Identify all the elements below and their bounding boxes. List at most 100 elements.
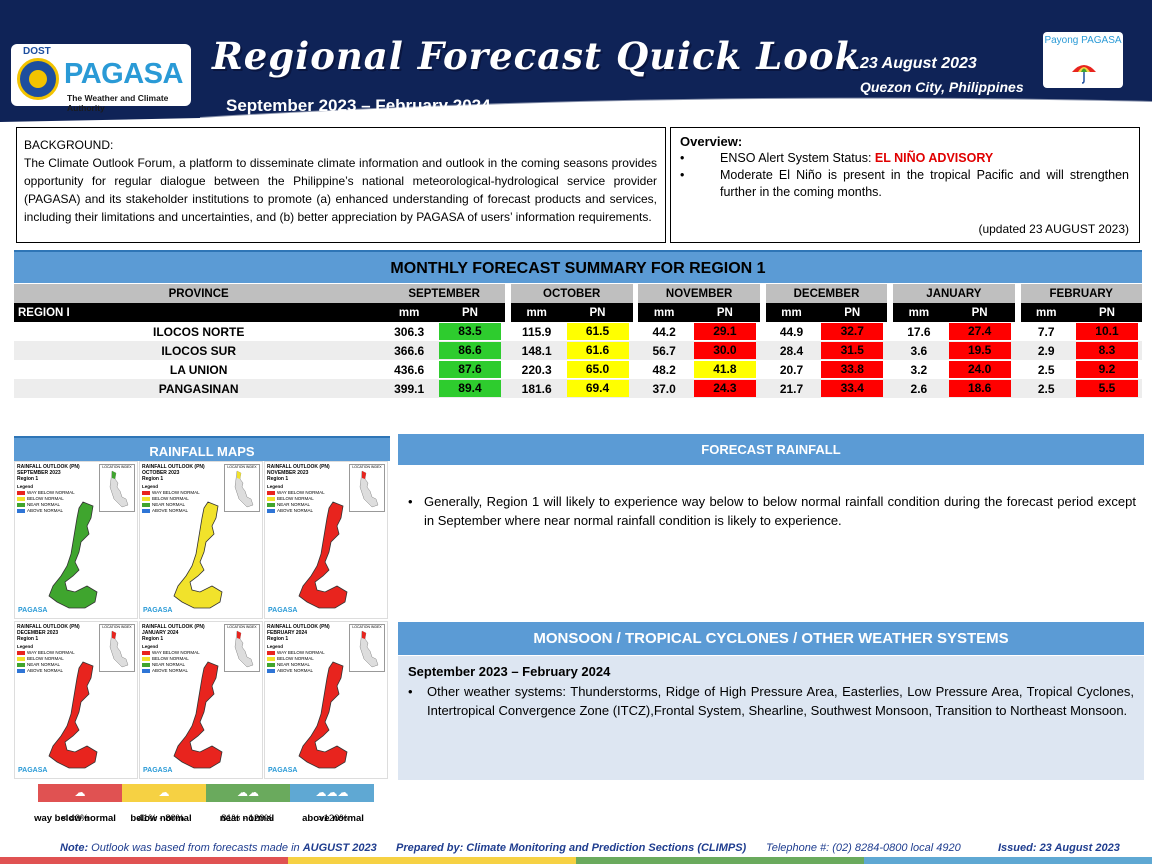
map-pagasa-logo: PAGASA	[18, 607, 48, 614]
percent-normal-value: 86.6	[438, 342, 501, 359]
map-region: Region 1	[17, 476, 39, 482]
location-index-map: LOCATION INDEX	[349, 464, 385, 512]
percent-normal-cell: 33.4	[817, 379, 888, 398]
page-title: Regional Forecast Quick Look	[212, 34, 862, 78]
percent-normal-cell: 5.5	[1071, 379, 1142, 398]
unit-mm-header: mm	[510, 303, 563, 322]
stripe-segment	[288, 857, 576, 864]
rainfall-mm-cell: 3.2	[910, 362, 928, 377]
location-index-label: LOCATION INDEX	[352, 465, 382, 469]
unit-pn-header: PN	[817, 303, 888, 322]
footer-note-label: Note:	[60, 842, 89, 854]
map-legend: Legend WAY BELOW NORMAL BELOW NORMAL NEAR N…	[142, 484, 200, 514]
forecast-rainfall-text: • Generally, Region 1 will likely to exp…	[408, 492, 1136, 530]
percent-normal-cell: 33.8	[817, 360, 887, 379]
map-region: Region 1	[267, 636, 289, 642]
stripe-segment	[0, 857, 288, 864]
percent-normal-value: 8.3	[1075, 342, 1138, 359]
province-name: ILOCOS NORTE	[152, 324, 245, 339]
legend-item-label: NEAR NORMAL	[27, 502, 61, 507]
stripe-segment	[576, 857, 864, 864]
forecast-rainfall-title: FORECAST RAINFALL	[398, 434, 1144, 465]
percent-normal-value: 33.4	[821, 380, 884, 397]
map-title-text: RAINFALL OUTLOOK (PN)	[17, 464, 80, 470]
region-1-map-shape	[173, 501, 223, 609]
rainfall-map: RAINFALL OUTLOOK (PN) NOVEMBER 2023 Regi…	[264, 461, 388, 619]
rainfall-mm-cell: 28.4	[765, 341, 818, 360]
map-title: RAINFALL OUTLOOK (PN) FEBRUARY 2024 Regi…	[267, 624, 330, 642]
map-month: FEBRUARY 2024	[267, 630, 308, 636]
percent-normal-value: 19.5	[948, 342, 1011, 359]
footer-note: Note: Outlook was based from forecasts m…	[60, 842, 377, 854]
background-text: The Climate Outlook Forum, a platform to…	[24, 156, 657, 224]
percent-normal-cell: 18.6	[944, 379, 1015, 398]
percent-normal-value: 27.4	[948, 323, 1011, 340]
map-pagasa-logo: PAGASA	[268, 607, 298, 614]
map-month: JANUARY 2024	[142, 630, 179, 636]
unit-mm-header: mm	[638, 303, 690, 322]
pagasa-logo: DOST PAGASA The Weather and Climate Auth…	[11, 44, 191, 113]
rain-cloud-icon: ☁	[122, 784, 206, 802]
monsoon-title: MONSOON / TROPICAL CYCLONES / OTHER WEAT…	[398, 622, 1144, 655]
footer-telephone: Telephone #: (02) 8284-0800 local 4920	[766, 842, 961, 854]
percent-normal-value: 61.5	[566, 323, 629, 340]
rainfall-mm-cell: 3.6	[893, 341, 945, 360]
forecast-rainfall-content: Generally, Region 1 will likely to exper…	[424, 494, 1136, 528]
location-index-map: LOCATION INDEX	[224, 624, 260, 672]
map-title-text: RAINFALL OUTLOOK (PN)	[17, 624, 80, 630]
percent-normal-value: 65.0	[566, 361, 629, 378]
month-header: DECEMBER	[765, 284, 888, 303]
footer-issued: Issued: 23 August 2023	[998, 842, 1120, 854]
footer-note-month: AUGUST 2023	[302, 842, 377, 854]
overview-item-enso: • ENSO Alert System Status: EL NIÑO ADVI…	[680, 150, 1129, 167]
map-month: NOVEMBER 2023	[267, 470, 309, 476]
percent-normal-value: 9.2	[1075, 361, 1138, 378]
overview-panel: Overview: • ENSO Alert System Status: EL…	[670, 127, 1140, 243]
rainfall-map: RAINFALL OUTLOOK (PN) OCTOBER 2023 Regio…	[139, 461, 263, 619]
rainfall-mm-cell: 2.5	[1020, 379, 1072, 398]
stripe-segment	[864, 857, 1152, 864]
footer-prepared: Prepared by: Climate Monitoring and Pred…	[396, 842, 747, 854]
legend-item-label: ABOVE NORMAL	[277, 668, 314, 673]
legend-title: Legend	[17, 644, 34, 649]
percent-normal-cell: 83.5	[435, 322, 505, 341]
payong-pagasa-logo: Payong PAGASA	[1043, 32, 1123, 88]
table-row: ILOCOS SUR 366.6 86.6 148.1 61.6 56.7 30.0 28.4…	[14, 341, 1142, 360]
percent-normal-value: 18.6	[948, 380, 1011, 397]
percent-normal-value: 10.1	[1075, 323, 1138, 340]
bullet-icon: •	[408, 494, 413, 509]
legend-item-label: NEAR NORMAL	[152, 502, 186, 507]
percent-normal-value: 30.0	[693, 342, 756, 359]
percent-normal-value: 69.4	[566, 380, 629, 397]
percent-normal-cell: 65.0	[563, 360, 633, 379]
bullet-icon: •	[680, 168, 685, 182]
philippines-outline-icon	[109, 470, 129, 508]
percent-normal-value: 89.4	[438, 380, 501, 397]
rainfall-mm-cell: 48.2	[652, 362, 676, 377]
map-legend: Legend WAY BELOW NORMAL BELOW NORMAL NEAR N…	[142, 644, 200, 674]
rain-cloud-icon: ☁	[38, 784, 122, 802]
unit-pn-header: PN	[1071, 303, 1142, 322]
header-background	[0, 0, 1152, 122]
percent-normal-cell: 24.0	[945, 360, 1015, 379]
percent-normal-cell: 30.0	[689, 341, 760, 360]
percent-normal-value: 41.8	[693, 361, 756, 378]
legend-item-label: ABOVE NORMAL	[27, 508, 64, 513]
percent-normal-value: 29.1	[693, 323, 756, 340]
monsoon-item: • Other weather systems: Thunderstorms, …	[408, 682, 1134, 721]
map-region: Region 1	[17, 636, 39, 642]
forecast-period: September 2023 – February 2024	[226, 96, 491, 115]
percent-normal-value: 5.5	[1075, 380, 1138, 397]
category-range: 81% - 120%	[221, 813, 273, 824]
legend-item-label: WAY BELOW NORMAL	[27, 650, 75, 655]
percent-normal-value: 87.6	[438, 361, 501, 378]
rainfall-mm-cell: 220.3	[521, 362, 552, 377]
philippines-outline-icon	[359, 470, 379, 508]
map-title: RAINFALL OUTLOOK (PN) DECEMBER 2023 Regi…	[17, 624, 80, 642]
map-legend: Legend WAY BELOW NORMAL BELOW NORMAL NEAR N…	[17, 644, 75, 674]
map-legend: Legend WAY BELOW NORMAL BELOW NORMAL NEAR N…	[267, 484, 325, 514]
percent-normal-cell: 89.4	[434, 379, 505, 398]
unit-mm-header: mm	[1020, 303, 1072, 322]
legend-item-label: WAY BELOW NORMAL	[277, 490, 325, 495]
table-row: LA UNION 436.6 87.6 220.3 65.0 48.2 41.8 20.7 33…	[14, 360, 1142, 379]
